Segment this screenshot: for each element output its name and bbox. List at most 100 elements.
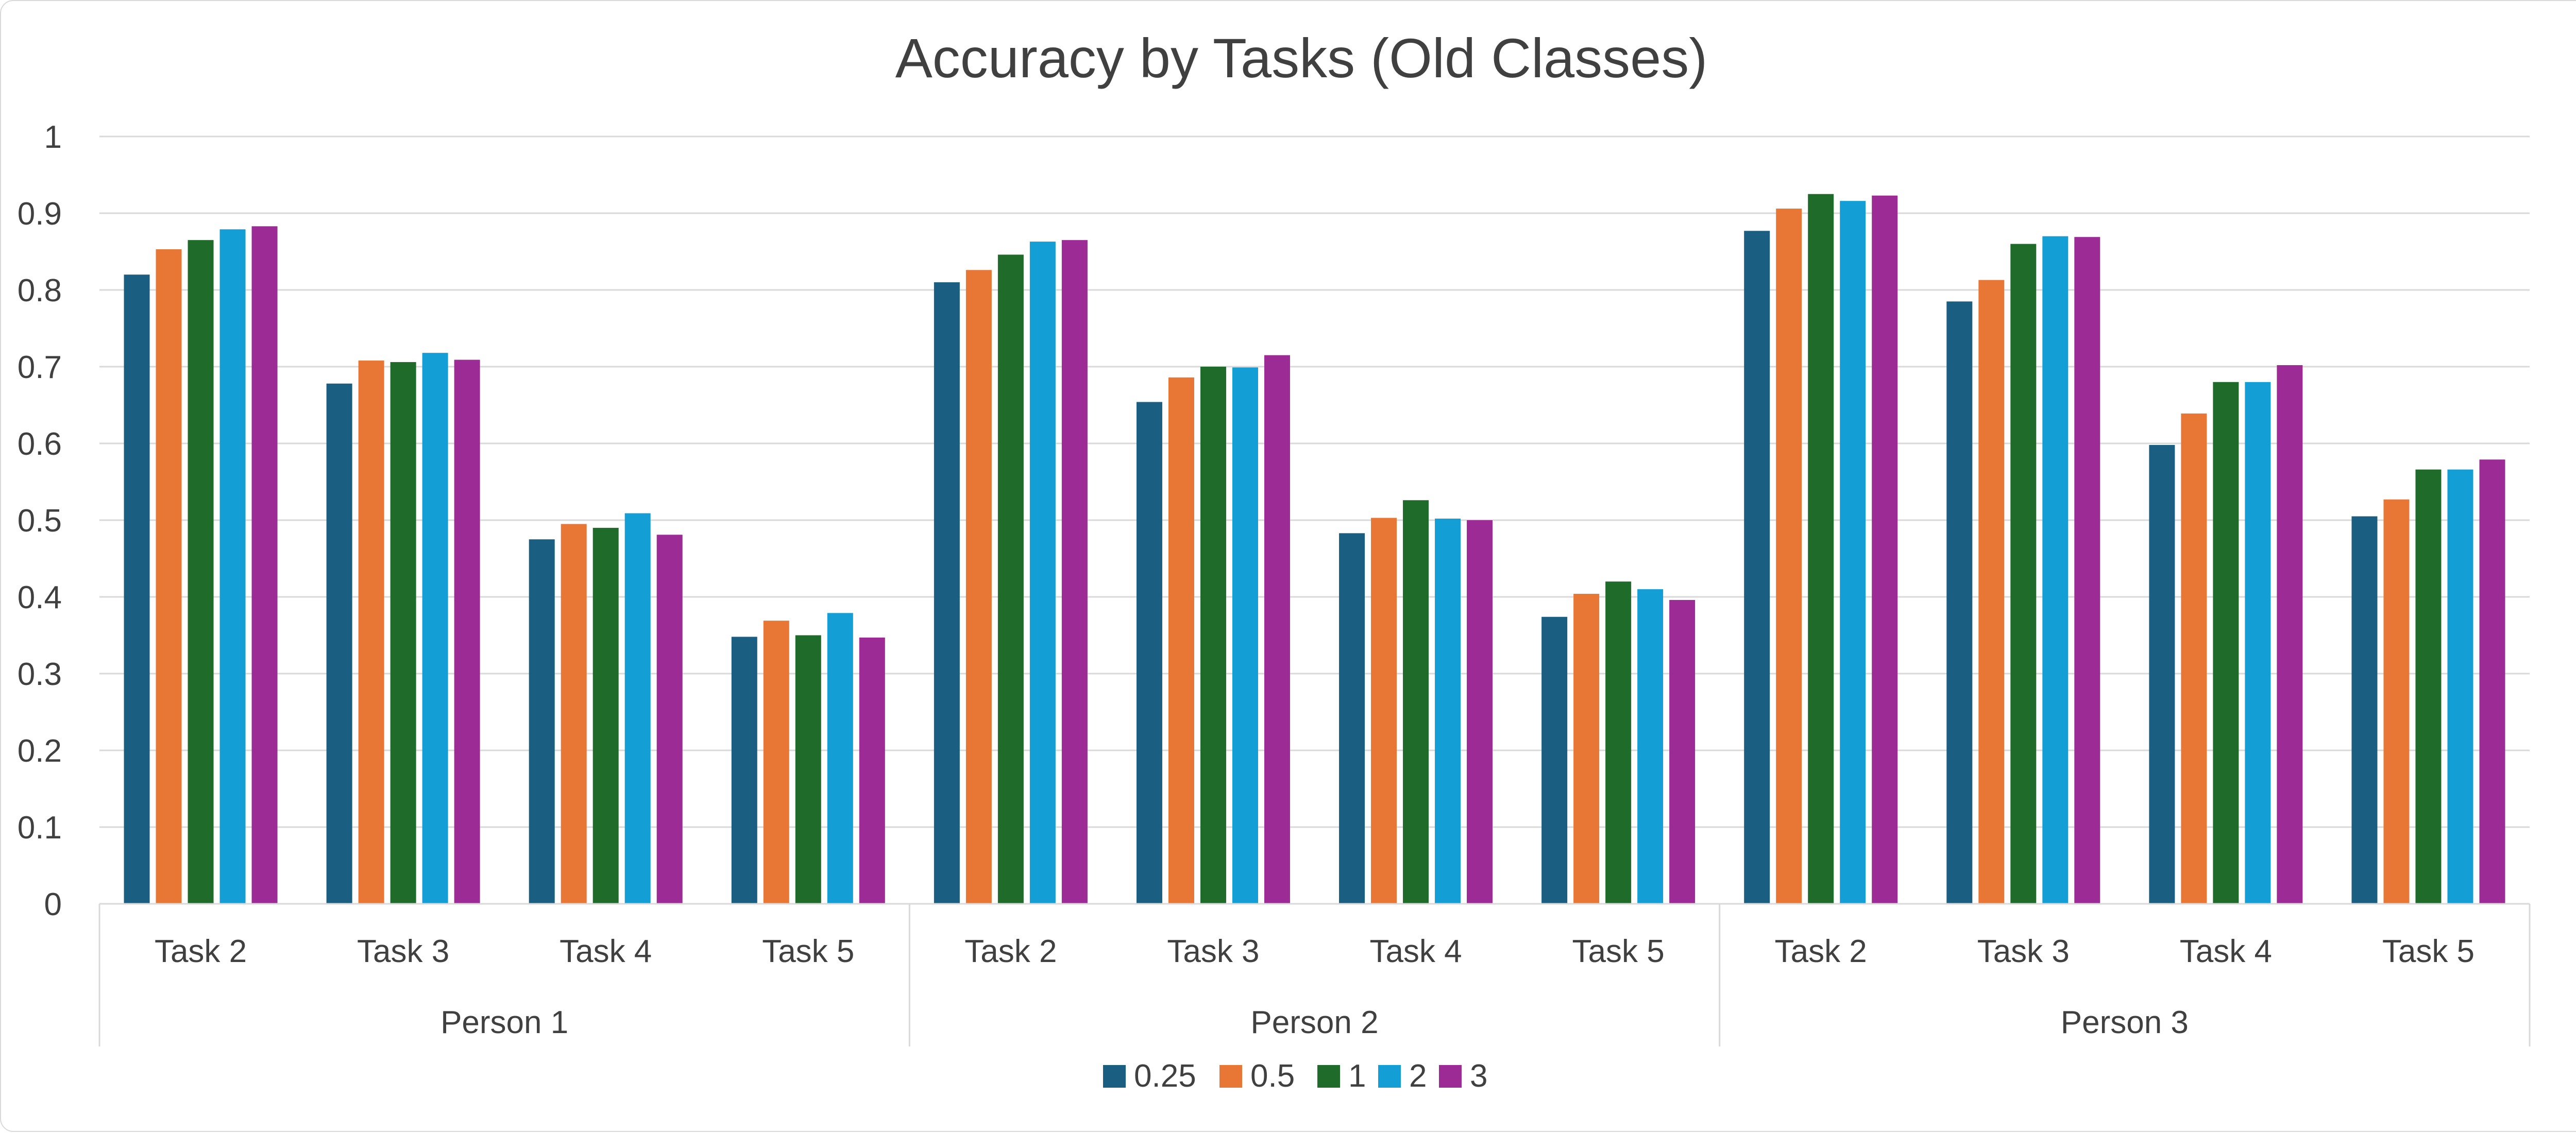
bar-series-3-task-2 bbox=[251, 226, 278, 904]
bar-series-2-task-3 bbox=[2042, 236, 2069, 904]
bar-series-1-task-2 bbox=[188, 240, 214, 904]
legend-label: 0.5 bbox=[1250, 1058, 1295, 1094]
bar-series-2-task-2 bbox=[1029, 242, 1056, 904]
bar-series-0.5-task-4 bbox=[561, 524, 587, 904]
bar-series-0.5-task-2 bbox=[1776, 209, 1802, 904]
bar-series-0.25-task-4 bbox=[2149, 444, 2175, 904]
x-group-label: Person 2 bbox=[1250, 1005, 1378, 1040]
x-tick-label: Task 2 bbox=[155, 934, 247, 969]
x-tick-label: Task 5 bbox=[2382, 934, 2475, 969]
y-tick-label: 0.1 bbox=[18, 810, 62, 846]
bar-series-1-task-3 bbox=[1200, 367, 1226, 904]
bar-series-2-task-2 bbox=[219, 229, 246, 904]
bar-series-0.5-task-4 bbox=[1371, 518, 1397, 904]
y-tick-label: 0.9 bbox=[18, 196, 62, 232]
bar-series-1-task-2 bbox=[997, 254, 1024, 904]
x-tick-label: Task 3 bbox=[1167, 934, 1259, 969]
legend-label: 3 bbox=[1470, 1058, 1487, 1094]
bar-series-1-task-4 bbox=[2213, 382, 2239, 904]
bar-series-0.25-task-5 bbox=[731, 637, 757, 904]
x-group-label: Person 1 bbox=[440, 1005, 568, 1040]
x-tick-label: Task 4 bbox=[1369, 934, 1462, 969]
legend-label: 1 bbox=[1348, 1058, 1366, 1094]
bar-series-3-task-4 bbox=[2277, 365, 2303, 904]
legend-item-0.5: 0.5 bbox=[1219, 1058, 1295, 1094]
x-tick-label: Task 3 bbox=[357, 934, 449, 969]
bar-series-1-task-3 bbox=[390, 362, 416, 904]
bar-series-3-task-2 bbox=[1061, 240, 1088, 904]
bar-series-0.5-task-2 bbox=[965, 270, 992, 904]
bar-series-0.5-task-3 bbox=[1978, 280, 2005, 904]
y-tick-label: 0.2 bbox=[18, 733, 62, 769]
legend-label: 2 bbox=[1409, 1058, 1427, 1094]
bar-series-2-task-4 bbox=[624, 513, 651, 904]
bar-series-2-task-2 bbox=[1840, 201, 1866, 904]
y-tick-label: 0 bbox=[44, 887, 62, 922]
bar-series-3-task-2 bbox=[1872, 195, 1898, 904]
y-tick-label: 1 bbox=[44, 119, 62, 155]
x-tick-label: Task 3 bbox=[1977, 934, 2070, 969]
x-tick-label: Task 4 bbox=[560, 934, 652, 969]
bar-series-2-task-5 bbox=[2447, 469, 2473, 904]
legend-swatch bbox=[1439, 1065, 1462, 1088]
bar-series-1-task-5 bbox=[1605, 581, 1632, 904]
bar-series-2-task-5 bbox=[827, 613, 853, 904]
y-tick-label: 0.7 bbox=[18, 350, 62, 385]
bar-series-0.5-task-5 bbox=[1573, 594, 1600, 904]
bar-series-1-task-4 bbox=[1403, 500, 1429, 904]
bar-series-1-task-2 bbox=[1808, 194, 1834, 904]
y-tick-label: 0.5 bbox=[18, 503, 62, 539]
bar-series-0.25-task-5 bbox=[1541, 616, 1568, 904]
bar-series-2-task-4 bbox=[2245, 382, 2271, 904]
bar-series-2-task-3 bbox=[422, 353, 448, 904]
bar-series-0.5-task-5 bbox=[2383, 499, 2410, 904]
bar-series-0.25-task-3 bbox=[1946, 301, 1973, 904]
bar-series-0.25-task-2 bbox=[934, 282, 960, 904]
bar-series-1-task-5 bbox=[2415, 469, 2442, 904]
legend-swatch bbox=[1219, 1065, 1242, 1088]
y-tick-label: 0.8 bbox=[18, 273, 62, 308]
bar-series-1-task-3 bbox=[2010, 244, 2037, 904]
bar-series-0.25-task-2 bbox=[1744, 231, 1770, 904]
bar-series-3-task-4 bbox=[1467, 520, 1493, 904]
chart-title: Accuracy by Tasks (Old Classes) bbox=[895, 27, 1707, 89]
bar-series-3-task-5 bbox=[1669, 599, 1696, 904]
legend-item-3: 3 bbox=[1439, 1058, 1487, 1094]
x-axis-ticks: Task 2 Task 3 Task 4 Task 5 Task 2 Task 3 Task… bbox=[155, 934, 2475, 969]
legend-label: 0.25 bbox=[1134, 1058, 1196, 1094]
bar-series-2-task-5 bbox=[1637, 589, 1664, 904]
bar-series-3-task-3 bbox=[454, 359, 480, 904]
y-axis-ticks: 0 0.1 0.2 0.3 0.4 0.5 0.6 0.7 0.8 0.9 1 bbox=[18, 119, 62, 922]
legend-item-2: 2 bbox=[1378, 1058, 1427, 1094]
y-tick-label: 0.4 bbox=[18, 580, 62, 615]
bar-series-3-task-5 bbox=[2479, 459, 2505, 904]
y-tick-label: 0.6 bbox=[18, 426, 62, 462]
bar-series-0.25-task-2 bbox=[124, 274, 150, 904]
bar-series-0.25-task-3 bbox=[326, 383, 352, 904]
bar-series-3-task-3 bbox=[2074, 237, 2100, 904]
legend: 0.25 0.5 1 2 3 bbox=[1103, 1058, 1487, 1094]
bar-series-0.5-task-2 bbox=[156, 249, 182, 904]
bar-series-0.5-task-5 bbox=[763, 621, 789, 904]
x-tick-label: Task 4 bbox=[2180, 934, 2272, 969]
x-tick-label: Task 2 bbox=[1775, 934, 1867, 969]
gridlines bbox=[99, 135, 2530, 828]
bar-series-3-task-3 bbox=[1264, 355, 1290, 904]
legend-swatch bbox=[1103, 1065, 1126, 1088]
x-tick-label: Task 2 bbox=[964, 934, 1057, 969]
bar-series-3-task-4 bbox=[656, 535, 683, 904]
legend-item-0.25: 0.25 bbox=[1103, 1058, 1196, 1094]
x-axis-groups: Person 1 Person 2 Person 3 bbox=[98, 904, 2531, 1046]
x-group-label: Person 3 bbox=[2061, 1005, 2189, 1040]
bar-series-0.25-task-3 bbox=[1136, 402, 1162, 904]
y-tick-label: 0.3 bbox=[18, 657, 62, 692]
bar-series-0.25-task-4 bbox=[529, 539, 555, 904]
bar-series-2-task-3 bbox=[1232, 367, 1258, 904]
bar-series-0.5-task-4 bbox=[2181, 413, 2207, 904]
bar-series-0.5-task-3 bbox=[358, 360, 384, 904]
legend-swatch bbox=[1378, 1065, 1401, 1088]
bar-series-2-task-4 bbox=[1435, 519, 1461, 904]
x-tick-label: Task 5 bbox=[1572, 934, 1665, 969]
legend-item-1: 1 bbox=[1317, 1058, 1366, 1094]
